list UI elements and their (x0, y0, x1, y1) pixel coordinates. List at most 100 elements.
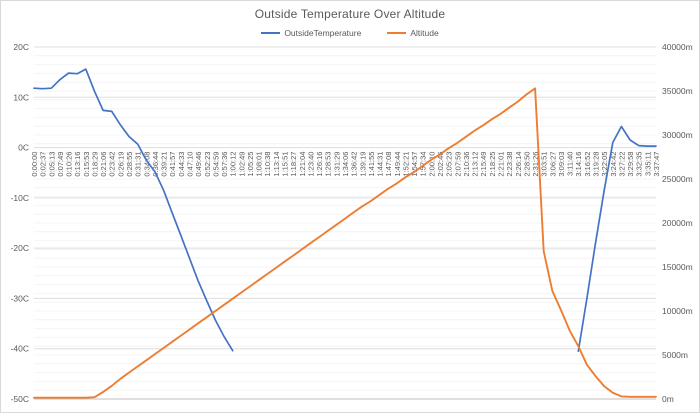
x-axis-tick-label: 1:02:49 (237, 152, 246, 177)
legend-label-temperature: OutsideTemperature (284, 28, 362, 38)
x-axis-tick-label: 2:23:38 (505, 152, 514, 177)
x-axis-tick-label: 0:31:31 (134, 152, 143, 177)
x-axis-tick-label: 2:26:14 (514, 152, 523, 177)
right-axis-tick-label: 40000m (662, 42, 693, 52)
right-axis-tick-label: 15000m (662, 262, 693, 272)
x-axis-tick-label: 3:19:28 (592, 152, 601, 177)
legend-item-altitude: Altitude (387, 28, 439, 38)
x-axis-tick-label: 1:52:21 (401, 152, 410, 177)
legend-label-altitude: Altitude (410, 28, 439, 38)
right-axis-tick-label: 5000m (662, 350, 688, 360)
x-axis-tick-label: 2:15:49 (479, 152, 488, 177)
x-axis-tick-label: 3:09:03 (557, 152, 566, 177)
x-axis-tick-label: 1:47:08 (384, 152, 393, 177)
left-axis-tick-label: -40C (11, 344, 29, 354)
x-axis-tick-label: 1:34:06 (341, 152, 350, 177)
x-axis-tick-label: 0:15:53 (82, 152, 91, 177)
x-axis-tick-label: 2:31:26 (531, 152, 540, 177)
x-axis-tick-label: 0:36:44 (151, 152, 160, 177)
x-axis-tick-label: 1:18:27 (289, 152, 298, 177)
x-axis-tick-label: 0:00:00 (30, 152, 39, 177)
legend: OutsideTemperature Altitude (1, 28, 699, 38)
x-axis-tick-label: 3:24:42 (609, 152, 618, 177)
x-axis-tick-label: 3:11:40 (566, 152, 575, 176)
x-axis-tick-label: 1:23:40 (306, 152, 315, 177)
x-axis-tick-label: 2:28:50 (522, 152, 531, 177)
x-axis-tick-label: 1:49:44 (393, 152, 402, 177)
series-line-altitude (33, 87, 657, 399)
x-axis-tick-label: 0:02:37 (39, 152, 48, 177)
left-axis-tick-label: -50C (11, 394, 29, 404)
x-axis-tick-label: 1:05:25 (246, 152, 255, 177)
x-axis-tick-label: 3:06:27 (548, 152, 557, 177)
x-axis-tick-label: 2:00:10 (427, 152, 436, 177)
x-axis-tick-label: 0:23:42 (108, 152, 117, 177)
x-axis-tick-label: 2:18:25 (488, 152, 497, 177)
x-axis-tick-label: 3:35:11 (643, 152, 652, 176)
x-axis-tick-label: 0:39:21 (160, 152, 169, 177)
x-axis-tick-label: 3:03:51 (540, 152, 549, 177)
x-axis-tick-label: 1:36:42 (350, 152, 359, 177)
x-axis-tick-label: 1:31:29 (332, 152, 341, 177)
x-axis-tick-label: 1:21:04 (298, 152, 307, 177)
x-axis-tick-label: 3:37:47 (652, 152, 661, 177)
x-axis-tick-label: 3:16:52 (583, 152, 592, 177)
legend-item-temperature: OutsideTemperature (261, 28, 361, 38)
left-axis-tick-label: -30C (11, 293, 29, 303)
x-axis-tick-label: 1:13:14 (272, 152, 281, 177)
x-axis-tick-label: 0:10:26 (65, 152, 74, 177)
x-axis-tick-label: 0:21:06 (99, 152, 108, 177)
x-axis-tick-label: 0:07:49 (56, 152, 65, 177)
x-axis-tick-label: 1:10:38 (263, 152, 272, 177)
x-axis-tick-label: 1:54:57 (410, 152, 419, 177)
x-axis-tick-label: 2:21:01 (497, 152, 506, 177)
x-axis-tick-label: 1:00:12 (229, 152, 238, 177)
x-axis-tick-label: 2:10:36 (462, 152, 471, 177)
x-axis-tick-label: 3:27:22 (617, 152, 626, 177)
x-axis-tick-label: 3:14:16 (574, 152, 583, 177)
x-axis-tick-label: 0:47:10 (186, 152, 195, 177)
series-line-outsidetemperature (33, 68, 657, 353)
x-axis-tick-label: 0:34:08 (142, 152, 151, 177)
x-axis-tick-label: 1:08:01 (255, 152, 264, 177)
x-axis-tick-label: 0:57:36 (220, 152, 229, 177)
x-axis-tick-label: 2:02:46 (436, 152, 445, 177)
x-axis-tick-label: 1:26:16 (315, 152, 324, 177)
chart-title: Outside Temperature Over Altitude (254, 7, 446, 21)
x-axis-tick-label: 3:22:05 (600, 152, 609, 177)
left-axis-tick-label: 0C (18, 143, 29, 153)
x-axis-tick-label: 0:05:13 (47, 152, 56, 177)
x-axis-tick-label: 0:49:46 (194, 152, 203, 177)
x-axis-tick-label: 0:26:19 (116, 152, 125, 177)
right-axis-tick-label: 0m (662, 394, 674, 404)
x-axis-tick-label: 1:39:19 (358, 152, 367, 177)
x-axis-tick-label: 1:28:53 (324, 152, 333, 177)
right-axis-tick-label: 30000m (662, 130, 693, 140)
right-axis-tick-label: 35000m (662, 86, 693, 96)
x-axis-tick-label: 0:13:16 (73, 152, 82, 177)
x-axis-tick-label: 0:52:23 (203, 152, 212, 177)
x-axis-tick-label: 0:44:33 (177, 152, 186, 177)
x-axis-tick-label: 0:54:59 (211, 152, 220, 177)
left-axis-tick-label: 20C (13, 42, 29, 52)
x-axis-tick-label: 2:13:12 (471, 152, 480, 177)
left-axis-tick-label: -10C (11, 193, 29, 203)
right-axis-tick-label: 25000m (662, 174, 693, 184)
legend-line-altitude-icon (387, 32, 407, 34)
legend-line-temperature-icon (261, 32, 281, 34)
x-axis-tick-label: 1:57:34 (419, 152, 428, 177)
x-axis-tick-label: 2:07:59 (453, 152, 462, 177)
x-axis-tick-label: 3:32:35 (635, 152, 644, 177)
right-axis-tick-label: 20000m (662, 218, 693, 228)
left-axis-tick-label: 10C (13, 92, 29, 102)
x-axis-tick-label: 1:44:31 (376, 152, 385, 177)
left-axis-tick-label: -20C (11, 243, 29, 253)
x-axis-tick-label: 0:18:29 (90, 152, 99, 177)
x-axis-tick-label: 0:41:57 (168, 152, 177, 177)
x-axis-tick-label: 1:41:55 (367, 152, 376, 177)
x-axis-tick-label: 3:29:58 (626, 152, 635, 177)
x-axis-tick-label: 0:28:55 (125, 152, 134, 177)
right-axis-tick-label: 10000m (662, 306, 693, 316)
